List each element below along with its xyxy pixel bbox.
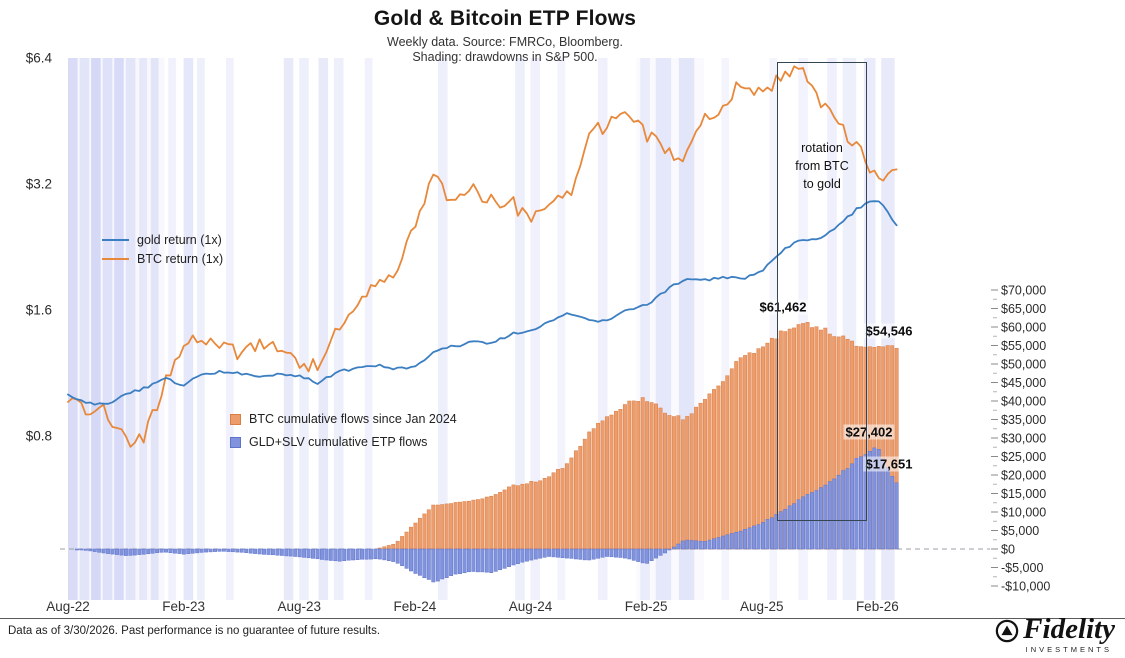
footer-divider [0, 618, 1125, 619]
svg-text:$40,000: $40,000 [1001, 395, 1046, 409]
svg-text:$3.2: $3.2 [26, 177, 52, 192]
svg-text:Aug-23: Aug-23 [277, 599, 321, 614]
svg-text:$6.4: $6.4 [26, 51, 53, 66]
rotation-callout-box: rotation from BTC to gold [777, 62, 867, 521]
svg-text:$45,000: $45,000 [1001, 376, 1046, 390]
chart-subtitle-source: Weekly data. Source: FMRCo, Bloomberg. [387, 35, 623, 49]
legend-item-btc-flows: BTC cumulative flows since Jan 2024 [230, 412, 457, 426]
chart-title: Gold & Bitcoin ETP Flows [373, 7, 637, 30]
bar-legend: BTC cumulative flows since Jan 2024 GLD+… [230, 412, 457, 449]
svg-text:Feb-25: Feb-25 [625, 599, 668, 614]
svg-text:Aug-22: Aug-22 [46, 599, 90, 614]
svg-text:$60,000: $60,000 [1001, 321, 1046, 335]
svg-text:$35,000: $35,000 [1001, 413, 1046, 427]
btc-line-swatch [102, 258, 129, 260]
annotation-btc-flows-peak: $61,462 [757, 299, 809, 315]
svg-text:-$10,000: -$10,000 [1001, 580, 1050, 594]
svg-text:-$5,000: -$5,000 [1001, 561, 1043, 575]
btc-flows-swatch [230, 413, 241, 425]
fidelity-logo: Fidelity INVESTMENTS [995, 615, 1115, 654]
footer-disclaimer: Data as of 3/30/2026. Past performance i… [8, 625, 381, 637]
svg-text:$10,000: $10,000 [1001, 506, 1046, 520]
svg-text:$30,000: $30,000 [1001, 432, 1046, 446]
svg-text:$1.6: $1.6 [26, 303, 52, 318]
svg-text:$65,000: $65,000 [1001, 302, 1046, 316]
btc-flows-legend-label: BTC cumulative flows since Jan 2024 [249, 412, 457, 426]
gold-line-swatch [102, 239, 129, 241]
svg-text:$0: $0 [1001, 543, 1015, 557]
line-legend: gold return (1x) BTC return (1x) [102, 233, 223, 266]
svg-text:$5,000: $5,000 [1001, 524, 1039, 538]
annotation-btc-flows-latest: $54,546 [863, 323, 915, 339]
svg-text:Feb-24: Feb-24 [393, 599, 436, 614]
fidelity-investments-label: INVESTMENTS [1025, 645, 1112, 654]
annotation-gold-flows-peak: $27,402 [843, 424, 895, 440]
legend-item-gld-slv-flows: GLD+SLV cumulative ETP flows [230, 435, 457, 449]
chart-subtitle-shading: Shading: drawdowns in S&P 500. [412, 50, 598, 64]
svg-text:$25,000: $25,000 [1001, 450, 1046, 464]
svg-text:$55,000: $55,000 [1001, 339, 1046, 353]
btc-legend-label: BTC return (1x) [137, 252, 224, 266]
rotation-callout-text: rotation from BTC to gold [795, 141, 849, 192]
gld-slv-flows-legend-label: GLD+SLV cumulative ETP flows [249, 435, 428, 449]
svg-text:$50,000: $50,000 [1001, 358, 1046, 372]
svg-text:$15,000: $15,000 [1001, 487, 1046, 501]
gld-slv-flows-swatch [230, 436, 241, 448]
svg-text:Feb-23: Feb-23 [162, 599, 205, 614]
svg-text:$20,000: $20,000 [1001, 469, 1046, 483]
legend-item-gold-return: gold return (1x) [102, 233, 223, 247]
gold-legend-label: gold return (1x) [137, 233, 222, 247]
svg-text:Aug-25: Aug-25 [740, 599, 784, 614]
svg-text:$0.8: $0.8 [26, 429, 52, 444]
svg-text:Feb-26: Feb-26 [856, 599, 899, 614]
fidelity-wordmark: Fidelity [1023, 613, 1115, 645]
legend-item-btc-return: BTC return (1x) [102, 252, 223, 266]
fidelity-pyramid-icon [995, 619, 1019, 643]
annotation-gold-flows-latest: $17,651 [863, 456, 915, 472]
svg-text:$70,000: $70,000 [1001, 284, 1046, 298]
svg-text:Aug-24: Aug-24 [509, 599, 553, 614]
